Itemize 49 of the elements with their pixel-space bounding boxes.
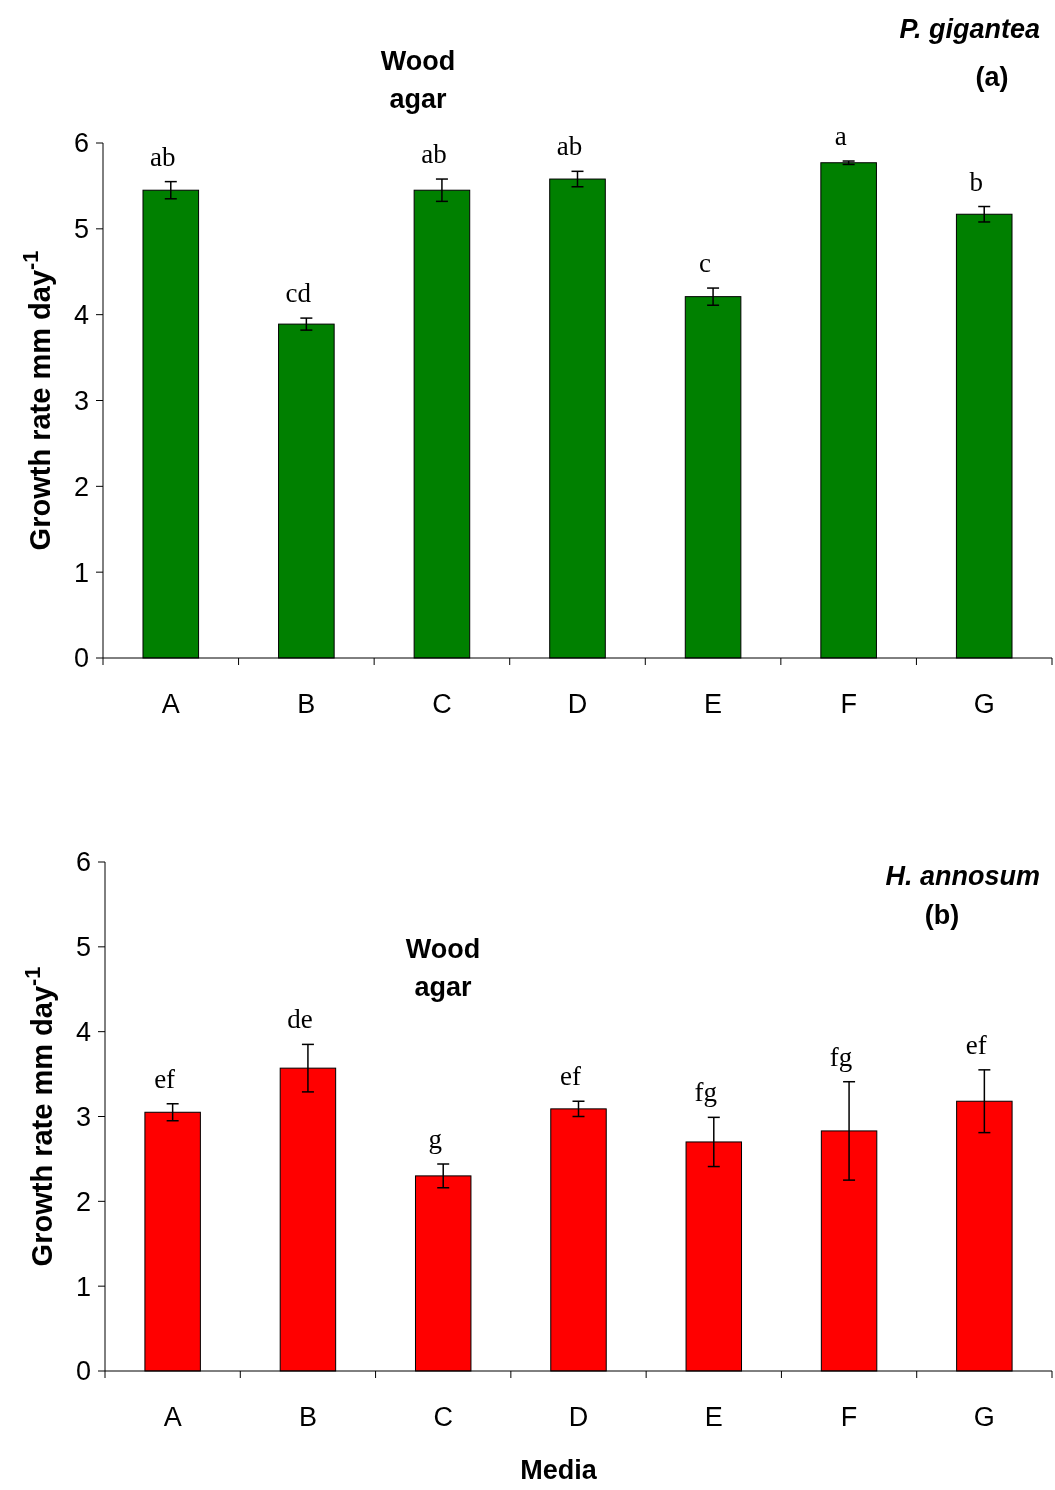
annotation: c [699, 248, 712, 279]
y-tick-label: 3 [73, 385, 89, 416]
annotation: ef [560, 1061, 581, 1092]
x-tick-label: D [568, 1402, 589, 1432]
y-tick-label: 0 [75, 1356, 91, 1387]
y-tick-label: 6 [73, 128, 89, 159]
x-tick-label: F [840, 689, 857, 719]
x-tick-label: F [840, 1402, 858, 1432]
annotation: fg [829, 1041, 853, 1072]
text: Wood agar [380, 46, 456, 114]
y-tick-label: 4 [75, 1017, 91, 1048]
y-tick-label: 5 [73, 214, 89, 245]
y-tick-label: 4 [73, 300, 89, 331]
annotation: ef [965, 1029, 987, 1060]
annotation: ef [154, 1063, 176, 1094]
y-tick-label: 1 [73, 557, 89, 588]
y-tick-label: 0 [73, 643, 89, 674]
x-tick-label: G [973, 689, 995, 719]
x-tick-label: B [298, 1402, 317, 1432]
annotation: fg [694, 1077, 718, 1108]
x-tick-label: C [433, 1402, 453, 1432]
chart-title: P. gigantea [899, 14, 1040, 44]
annotation: g [428, 1124, 442, 1155]
x-tick-label: C [432, 689, 452, 719]
annotation: b [969, 166, 983, 197]
chart-subtitle: (a) [975, 62, 1009, 92]
annotation: ab [421, 139, 447, 170]
x-tick-label: G [973, 1402, 995, 1432]
annotation: ab [556, 131, 583, 162]
annotation: ab [150, 141, 176, 172]
annotation: a [834, 121, 847, 152]
y-tick-label: 5 [75, 932, 91, 963]
x-tick-label: D [567, 689, 588, 719]
y-tick-label: 6 [75, 847, 91, 878]
y-tick-label: 2 [73, 471, 89, 502]
x-tick-label: E [704, 1402, 723, 1432]
x-tick-label: E [704, 689, 723, 719]
annotation: cd [285, 278, 312, 309]
annotation: de [287, 1004, 313, 1035]
y-tick-label: 3 [75, 1101, 91, 1132]
x-tick-label: A [161, 689, 180, 719]
y-tick-label: 2 [75, 1186, 91, 1217]
x-axis-title: Media [520, 1455, 598, 1485]
y-tick-label: 1 [75, 1271, 91, 1302]
x-tick-label: B [297, 689, 316, 719]
text: (b) [924, 900, 960, 930]
chart-title: H. annosum [885, 861, 1040, 891]
annotation: Wood agar [405, 934, 481, 1002]
x-tick-label: A [163, 1402, 182, 1432]
